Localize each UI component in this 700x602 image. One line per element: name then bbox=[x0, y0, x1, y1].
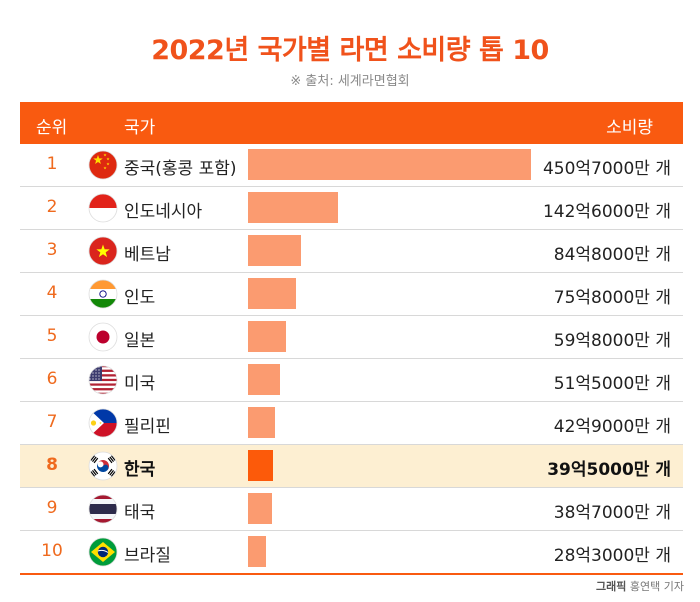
rank-label: 9 bbox=[46, 498, 58, 518]
japan-flag-icon bbox=[88, 322, 118, 352]
consumption-bar bbox=[248, 192, 338, 223]
header-consumption: 소비량 bbox=[606, 118, 653, 138]
rank-label: 3 bbox=[46, 240, 58, 260]
consumption-value: 38억7000만 개 bbox=[553, 503, 671, 523]
table-row: 1 중국(홍콩 포함) 450억7000만 개 bbox=[20, 144, 683, 187]
rank-label: 5 bbox=[46, 326, 58, 346]
header-rank: 순위 bbox=[36, 118, 68, 138]
table-row: 6 미국 51억5000만 개 bbox=[20, 359, 683, 402]
korea-flag-icon bbox=[88, 451, 118, 481]
table-row: 8 한국 39억5000만 개 bbox=[20, 445, 683, 488]
consumption-bar bbox=[248, 407, 275, 438]
consumption-bar bbox=[248, 364, 281, 395]
credit: 그래픽 홍연택 기자 bbox=[596, 578, 684, 594]
philippines-flag-icon bbox=[88, 408, 118, 438]
table-row: 4 인도 75억8000만 개 bbox=[20, 273, 683, 316]
consumption-bar bbox=[248, 321, 286, 352]
india-flag-icon bbox=[88, 279, 118, 309]
rank-label: 10 bbox=[41, 541, 63, 561]
indonesia-flag-icon bbox=[88, 193, 118, 223]
table-row: 9 태국 38억7000만 개 bbox=[20, 488, 683, 531]
credit-prefix: 그래픽 bbox=[596, 580, 627, 593]
rank-label: 8 bbox=[46, 455, 58, 475]
consumption-value: 142억6000만 개 bbox=[542, 202, 671, 222]
country-name: 인도네시아 bbox=[124, 202, 203, 222]
consumption-bar bbox=[248, 450, 273, 481]
ranking-table: 순위 국가 소비량 1 중국(홍콩 포함) 450억7000만 개 2 인도네시아 142… bbox=[20, 102, 683, 575]
consumption-bar bbox=[248, 235, 302, 266]
china-flag-icon bbox=[88, 150, 118, 180]
rank-label: 1 bbox=[46, 154, 58, 174]
table-row: 5 일본 59억8000만 개 bbox=[20, 316, 683, 359]
brazil-flag-icon bbox=[88, 537, 118, 567]
country-name: 미국 bbox=[124, 374, 156, 394]
consumption-value: 28억3000만 개 bbox=[553, 546, 671, 566]
consumption-value: 42억9000만 개 bbox=[553, 417, 671, 437]
consumption-bar bbox=[248, 493, 273, 524]
consumption-bar bbox=[248, 149, 531, 180]
table-row: 2 인도네시아 142억6000만 개 bbox=[20, 187, 683, 230]
table-row: 10 브라질 28억3000만 개 bbox=[20, 531, 683, 575]
consumption-value: 51억5000만 개 bbox=[553, 374, 671, 394]
country-name: 태국 bbox=[124, 503, 156, 523]
country-name: 인도 bbox=[124, 288, 156, 308]
rank-label: 4 bbox=[46, 283, 58, 303]
consumption-value: 59억8000만 개 bbox=[553, 331, 671, 351]
table-row: 3 베트남 84억8000만 개 bbox=[20, 230, 683, 273]
consumption-value: 39억5000만 개 bbox=[547, 460, 671, 480]
table-row: 7 필리핀 42억9000만 개 bbox=[20, 402, 683, 445]
table-body: 1 중국(홍콩 포함) 450억7000만 개 2 인도네시아 142억6000만 개 3 베… bbox=[20, 144, 683, 575]
table-header: 순위 국가 소비량 bbox=[20, 102, 683, 144]
country-name: 필리핀 bbox=[124, 417, 171, 437]
consumption-value: 84억8000만 개 bbox=[553, 245, 671, 265]
consumption-value: 450억7000만 개 bbox=[542, 159, 671, 179]
country-name: 일본 bbox=[124, 331, 156, 351]
country-name: 중국(홍콩 포함) bbox=[124, 159, 237, 179]
usa-flag-icon bbox=[88, 365, 118, 395]
source-note: ※ 출처: 세계라면협회 bbox=[290, 74, 410, 89]
country-name: 브라질 bbox=[124, 546, 171, 566]
credit-name: 홍연택 기자 bbox=[629, 580, 684, 593]
consumption-bar bbox=[248, 278, 296, 309]
consumption-bar bbox=[248, 536, 266, 567]
rank-label: 2 bbox=[46, 197, 58, 217]
country-name: 한국 bbox=[124, 460, 156, 480]
rank-label: 6 bbox=[46, 369, 58, 389]
rank-label: 7 bbox=[46, 412, 58, 432]
vietnam-flag-icon bbox=[88, 236, 118, 266]
consumption-value: 75억8000만 개 bbox=[553, 288, 671, 308]
thailand-flag-icon bbox=[88, 494, 118, 524]
header-country: 국가 bbox=[124, 118, 156, 138]
country-name: 베트남 bbox=[124, 245, 171, 265]
chart-title: 2022년 국가별 라면 소비량 톱 10 bbox=[151, 35, 549, 66]
